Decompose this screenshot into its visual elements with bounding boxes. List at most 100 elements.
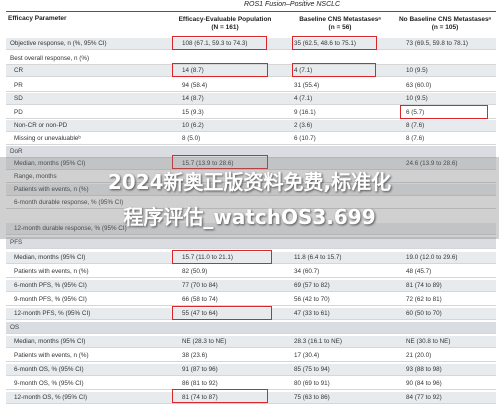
- row-value-col-1: 108 (67.1, 59.3 to 74.3): [182, 40, 248, 47]
- row-value-col-1: 77 (70 to 84): [182, 282, 218, 289]
- row-value-col-3: 10 (9.5): [406, 67, 428, 74]
- row-label: Non-CR or non-PD: [14, 122, 68, 129]
- row-value-col-1: 38 (23.6): [182, 352, 208, 359]
- table-row: SD 14 (8.7) 4 (7.1) 10 (9.5): [6, 93, 496, 105]
- row-label: 12-month PFS, % (95% CI): [14, 310, 91, 317]
- row-value-col-2: 85 (75 to 94): [294, 366, 330, 373]
- row-label: OS: [10, 324, 20, 331]
- row-value-col-3: 72 (62 to 81): [406, 296, 442, 303]
- row-label: 9-month OS, % (95% CI): [14, 380, 84, 387]
- section-row-os: OS: [6, 322, 496, 334]
- row-value-col-1: 94 (58.4): [182, 82, 208, 89]
- row-value-col-1: 66 (58 to 74): [182, 296, 218, 303]
- row-value-col-2: 2 (3.6): [294, 122, 313, 129]
- row-value-col-3: 60 (50 to 70): [406, 310, 442, 317]
- row-value-col-1: 81 (74 to 87): [182, 394, 218, 401]
- row-label: 9-month PFS, % (95% CI): [14, 296, 87, 303]
- row-value-col-1: 10 (6.2): [182, 122, 204, 129]
- row-value-col-3: 48 (45.7): [406, 268, 432, 275]
- row-value-col-3: 8 (7.6): [406, 122, 425, 129]
- watermark-line-2: 程序评估_watchOS3.699: [123, 205, 376, 229]
- table-row: Median, months (95% CI) NE (28.3 to NE) …: [6, 336, 496, 348]
- table-row: Patients with events, n (%) 38 (23.6) 17…: [6, 350, 496, 362]
- row-value-col-2: 47 (33 to 61): [294, 310, 330, 317]
- table-row: Range, months: [6, 171, 496, 183]
- watermark-overlay: [0, 157, 499, 239]
- row-value-col-2: 56 (42 to 70): [294, 296, 330, 303]
- row-value-col-3: 21 (20.0): [406, 352, 432, 359]
- row-label: Missing or unevaluableᵇ: [14, 135, 81, 142]
- row-value-col-3: 6 (5.7): [406, 109, 425, 116]
- table-row: Patients with events, n (%) 82 (50.9) 34…: [6, 266, 496, 278]
- header-col-3-line2: (n = 105): [431, 24, 459, 31]
- row-label: PFS: [10, 239, 23, 246]
- header-param: Efficacy Parameter: [8, 15, 67, 22]
- row-value-col-1: 82 (50.9): [182, 268, 208, 275]
- row-value-col-3: 90 (84 to 96): [406, 380, 442, 387]
- row-label: Patients with events, n (%): [14, 268, 89, 275]
- row-value-col-3: 73 (69.5, 59.8 to 78.1): [406, 40, 468, 47]
- row-value-col-1: 86 (81 to 92): [182, 380, 218, 387]
- row-value-col-1: 15 (9.3): [182, 109, 204, 116]
- row-value-col-3: 84 (77 to 92): [406, 394, 442, 401]
- row-label: Objective response, n (%, 95% CI): [10, 40, 107, 47]
- row-value-col-2: 4 (7.1): [294, 67, 313, 74]
- table-row: Best overall response, n (%): [6, 53, 496, 65]
- section-row-pfs: PFS: [6, 237, 496, 249]
- row-value-col-2: 69 (57 to 82): [294, 282, 330, 289]
- table-row: 6-month durable response, % (95% CI): [6, 197, 496, 209]
- row-label: DoR: [10, 148, 23, 155]
- row-value-col-3: NE (30.8 to NE): [406, 338, 451, 345]
- row-value-col-1: 91 (87 to 96): [182, 366, 218, 373]
- section-row-dor: DoR: [6, 146, 496, 158]
- table-row: PR 94 (58.4) 31 (55.4) 63 (60.0): [6, 80, 496, 92]
- header-col-1-line1: Efficacy-Evaluable Population: [178, 16, 272, 23]
- table-row: 12-month OS, % (95% CI) 81 (74 to 87) 75…: [6, 392, 496, 404]
- table-row: Missing or unevaluableᵇ 8 (5.0) 6 (10.7)…: [6, 133, 496, 145]
- row-value-col-2: 4 (7.1): [294, 95, 313, 102]
- row-label: Median, months (95% CI): [14, 160, 86, 167]
- row-label: 6-month PFS, % (95% CI): [14, 282, 87, 289]
- table-row: Median, months (95% CI) 15.7 (11.0 to 21…: [6, 252, 496, 264]
- row-value-col-3: 81 (74 to 89): [406, 282, 442, 289]
- table-row: Median, months (95% CI) 15.7 (13.9 to 28…: [6, 158, 496, 170]
- row-value-col-3: 63 (60.0): [406, 82, 432, 89]
- row-label: PD: [14, 109, 23, 116]
- row-label: Best overall response, n (%): [10, 55, 90, 62]
- row-value-col-3: 19.0 (12.0 to 29.6): [406, 254, 458, 261]
- row-value-col-2: 35 (62.5, 48.6 to 75.1): [294, 40, 356, 47]
- row-value-col-2: 80 (69 to 91): [294, 380, 330, 387]
- row-label: Patients with events, n (%): [14, 352, 89, 359]
- row-value-col-2: 34 (60.7): [294, 268, 320, 275]
- table-header: Efficacy Parameter Efficacy-Evaluable Po…: [6, 11, 496, 39]
- table-row: Objective response, n (%, 95% CI) 108 (6…: [6, 38, 496, 50]
- row-value-col-3: 24.6 (13.9 to 28.6): [406, 160, 458, 167]
- table-row: Non-CR or non-PD 10 (6.2) 2 (3.6) 8 (7.6…: [6, 120, 496, 132]
- row-value-col-3: 10 (9.5): [406, 95, 428, 102]
- row-value-col-1: 15.7 (11.0 to 21.1): [182, 254, 233, 261]
- row-value-col-1: 14 (8.7): [182, 95, 204, 102]
- row-value-col-2: 28.3 (16.1 to NE): [294, 338, 342, 345]
- row-label: SD: [14, 95, 23, 102]
- row-value-col-2: 17 (30.4): [294, 352, 320, 359]
- header-col-1-line2: (N = 161): [211, 24, 239, 31]
- row-value-col-2: 31 (55.4): [294, 82, 320, 89]
- table-row: 6-month OS, % (95% CI) 91 (87 to 96) 85 …: [6, 364, 496, 376]
- row-label: 12-month OS, % (95% CI): [14, 394, 88, 401]
- header-col-3: No Baseline CNS Metastasesᵃ (n = 105): [394, 16, 496, 32]
- header-col-2: Baseline CNS Metastasesᵃ (n = 56): [288, 16, 392, 32]
- row-value-col-2: 11.8 (6.4 to 15.7): [294, 254, 342, 261]
- table-row: 9-month OS, % (95% CI) 86 (81 to 92) 80 …: [6, 378, 496, 390]
- header-col-2-line2: (n = 56): [328, 24, 352, 31]
- row-label: 12-month durable response, % (95% CI): [14, 225, 127, 232]
- header-col-2-line1: Baseline CNS Metastasesᵃ: [299, 16, 381, 23]
- row-label: CR: [14, 67, 24, 74]
- table-row: 6-month PFS, % (95% CI) 77 (70 to 84) 69…: [6, 280, 496, 292]
- table-row: Patients with events, n (%): [6, 184, 496, 196]
- row-label: 6-month durable response, % (95% CI): [14, 199, 124, 206]
- table-row: PD 15 (9.3) 9 (16.1) 6 (5.7): [6, 107, 496, 119]
- row-value-col-1: 14 (8.7): [182, 67, 204, 74]
- row-label: PR: [14, 82, 23, 89]
- table-row: 12-month PFS, % (95% CI) 55 (47 to 64) 4…: [6, 308, 496, 320]
